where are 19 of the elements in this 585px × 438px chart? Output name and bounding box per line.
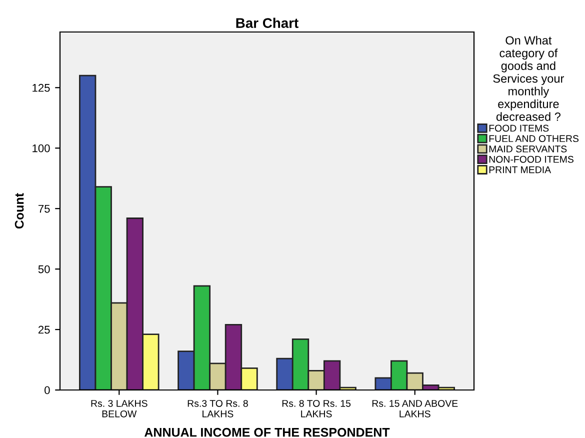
legend-title: On What category of goods and Services your monthly expenditure decreased ? (493, 36, 564, 121)
legend-label: PRINT MEDIA (489, 166, 552, 174)
chart-title: Bar Chart (236, 18, 298, 28)
x-axis-title: ANNUAL INCOME OF THE RESPONDENT (144, 428, 390, 437)
x-tick-label: Rs. 8 TO Rs. 15 LAKHS (282, 400, 351, 418)
x-tick-label: Rs. 3 LAKHS BELOW (91, 400, 148, 418)
legend-label: FOOD ITEMS (489, 124, 549, 132)
y-tick-label: 100 (32, 144, 50, 152)
legend-label: MAID SERVANTS (489, 146, 567, 152)
y-tick-label: 25 (38, 326, 50, 334)
y-tick-label: 50 (38, 265, 50, 274)
legend-label: FUEL AND OTHERS (489, 135, 579, 142)
y-tick-label: 0 (44, 386, 50, 394)
legend-label: NON-FOOD ITEMS (489, 156, 574, 163)
x-tick-label: Rs.3 TO Rs. 8 LAKHS (188, 400, 248, 418)
y-tick-label: 125 (32, 84, 50, 92)
x-tick-label: Rs. 15 AND ABOVE LAKHS (372, 400, 458, 418)
y-axis-title: Count (14, 193, 24, 229)
y-tick-label: 75 (38, 204, 50, 213)
